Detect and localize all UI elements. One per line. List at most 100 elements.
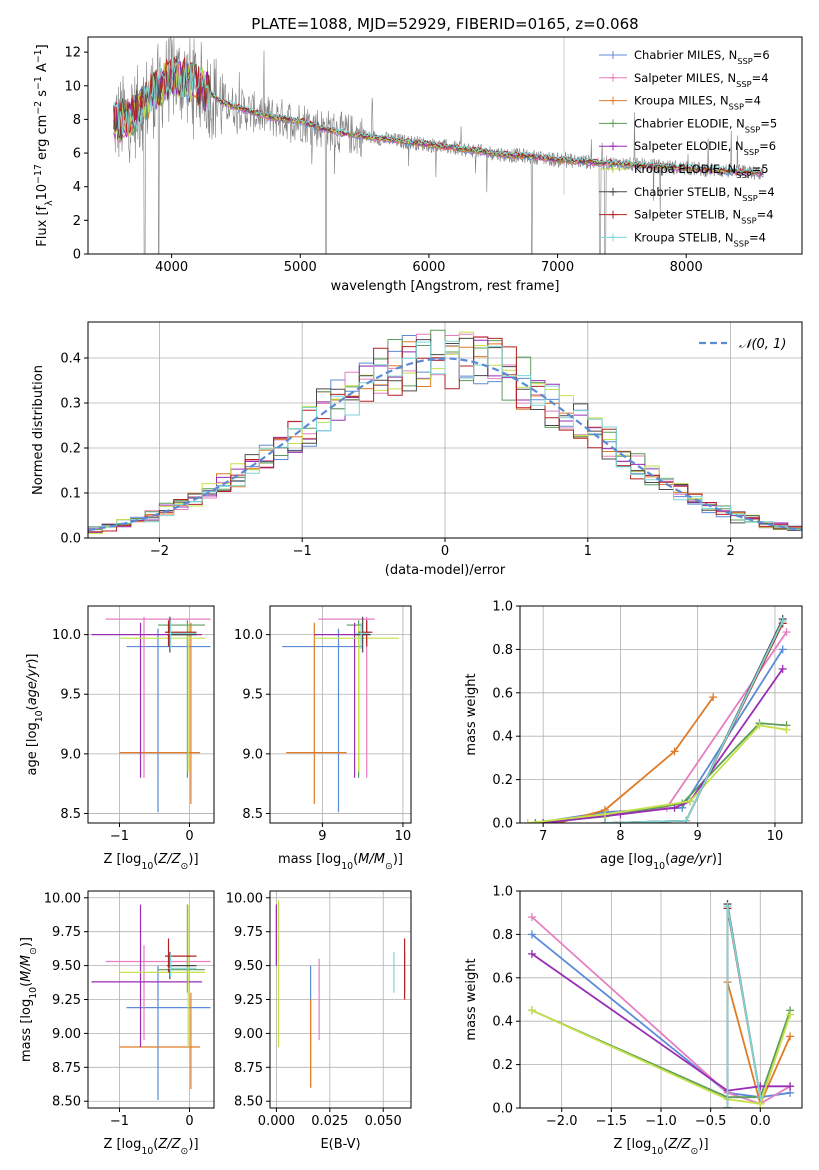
y-tick-label: 0.0 [60,532,81,547]
x-tick-label: 7 [539,829,547,844]
y-axis-label: mass weight [464,958,479,1040]
y-tick-label: 8.5 [242,807,263,822]
y-tick-label: 0.4 [492,730,513,745]
weight-line [531,916,791,1105]
y-tick-label: 12 [64,46,81,61]
y-axis-label: Normed distribution [31,365,46,495]
x-tick-label: 5000 [284,260,317,275]
plot-area [113,37,764,254]
legend-label: Salpeter MILES, NSSP=4 [634,71,769,89]
panel-massweight-vs-age: 7 8 9 10 0.0 0.2 0.4 0.6 0.8 1.0 age [log10(age/yr… [464,600,803,872]
x-tick-label: 0 [441,544,449,559]
y-tick-label: 9.5 [60,688,81,703]
legend-label: 𝒩(0, 1) [739,337,786,352]
x-tick-label: 7000 [541,260,574,275]
x-tick-label: 0.025 [311,1114,348,1129]
y-tick-label: 1.0 [492,600,513,615]
normal-curve [88,357,802,532]
y-tick-label: 9.25 [234,993,263,1008]
y-tick-label: 0.0 [492,1102,513,1117]
panel-massweight-vs-Z: −2.0 −1.5 −1.0 −0.5 0.0 0.0 0.2 0.4 0.6 0.8 1.0 Z [… [464,885,803,1157]
y-tick-label: 0.4 [60,352,81,367]
y-tick-label: 9.25 [52,993,81,1008]
panel-residuals: −2 −1 0 1 2 0.0 0.1 0.2 0.3 0.4 (data-model)/error… [31,321,803,578]
y-tick-label: 10.00 [226,891,263,906]
plot-area [88,322,802,538]
y-tick-label: 10.00 [44,891,81,906]
y-tick-label: 9.5 [242,688,263,703]
y-tick-label: 2 [73,214,81,229]
y-tick-label: 0.2 [492,773,513,788]
weight-line [604,620,784,823]
y-tick-label: 8 [73,113,81,128]
plot-area [520,891,802,1108]
y-tick-label: 0.1 [60,487,81,502]
x-tick-label: −2.0 [546,1114,578,1129]
y-tick-label: 9.75 [234,925,263,940]
y-tick-label: 6 [73,147,81,162]
x-axis-label: wavelength [Angstrom, rest frame] [331,279,560,294]
y-tick-label: 0.6 [492,971,513,986]
x-tick-label: 0.000 [258,1114,295,1129]
axes-frame [269,890,412,1109]
x-tick-label: −0.5 [695,1114,727,1129]
panel-spectrum: 4000 5000 6000 7000 8000 0 2 4 6 8 10 12 wavelength … [33,36,803,294]
y-axis-label: age [log10(age/yr)] [25,653,45,775]
legend-label: Chabrier STELIB, NSSP=4 [634,185,775,203]
panel-age-vs-mass: 9 10 8.5 9.0 9.5 10.0 mass [log10(M/M⊙)] [234,605,412,872]
plot-area [270,891,411,1108]
y-tick-label: 8.50 [234,1095,263,1110]
y-tick-label: 9.00 [234,1027,263,1042]
y-tick-label: 0.0 [492,817,513,832]
x-tick-label: 0 [185,829,193,844]
panels: 4000 5000 6000 7000 8000024681012wavelength … [19,36,803,1157]
x-axis-label: Z [log10(Z/Z⊙)] [613,1137,708,1157]
y-tick-label: 8.50 [52,1095,81,1110]
y-tick-label: 9.50 [234,959,263,974]
y-axis-label: mass [log10(M/M⊙)] [19,937,39,1062]
model-kroupa-stelib [113,57,764,174]
x-tick-label: 6000 [412,260,445,275]
y-tick-label: 1.0 [492,885,513,900]
x-tick-label: 10 [767,829,784,844]
weight-line [531,1009,791,1099]
x-tick-label: −1.0 [645,1114,677,1129]
y-tick-label: 4 [73,180,81,195]
x-tick-label: −1 [110,1114,129,1129]
panel-mass-vs-EBV: 0.000 0.025 0.050 8.50 8.75 9.00 9.25 9.50 9.75 1… [226,890,412,1152]
x-tick-label: 10 [395,829,412,844]
x-tick-label: 1 [584,544,592,559]
plot-area [270,606,411,823]
x-tick-label: −1 [110,829,129,844]
x-tick-label: −1 [293,544,312,559]
axes-frame [87,605,215,824]
y-tick-label: 10.0 [234,628,263,643]
axes-frame [269,605,412,824]
y-tick-label: 9.00 [52,1027,81,1042]
axes-frame [519,890,803,1109]
x-tick-label: −1.5 [596,1114,628,1129]
panel-age-vs-Z: −1 0 8.5 9.0 9.5 10.0 Z [log10(Z/Z⊙)] age [log1… [25,605,215,872]
y-tick-label: 10 [64,79,81,94]
plot-area [520,606,802,823]
legend-label: Chabrier MILES, NSSP=6 [634,48,770,66]
legend-label: Salpeter STELIB, NSSP=4 [634,208,774,226]
legend-label: Kroupa MILES, NSSP=4 [634,94,761,112]
axes-frame [519,605,803,824]
legend-label: Kroupa STELIB, NSSP=4 [634,230,766,248]
legend-label: Kroupa ELODIE, NSSP=5 [634,162,769,180]
y-tick-label: 9.75 [52,925,81,940]
y-tick-label: 0.8 [492,928,513,943]
y-tick-label: 0.4 [492,1015,513,1030]
x-tick-label: 0.0 [750,1114,771,1129]
panel-mass-vs-Z: −1 0 8.50 8.75 9.00 9.25 9.50 9.75 10.00 Z [log10… [19,890,215,1157]
y-tick-label: 0.6 [492,686,513,701]
y-tick-label: 0.8 [492,643,513,658]
y-tick-label: 9.0 [242,747,263,762]
x-tick-label: 0.050 [365,1114,402,1129]
x-tick-label: 9 [694,829,702,844]
y-tick-label: 0.3 [60,397,81,412]
weight-line [543,631,788,823]
x-axis-label: Z [log10(Z/Z⊙)] [103,1137,198,1157]
